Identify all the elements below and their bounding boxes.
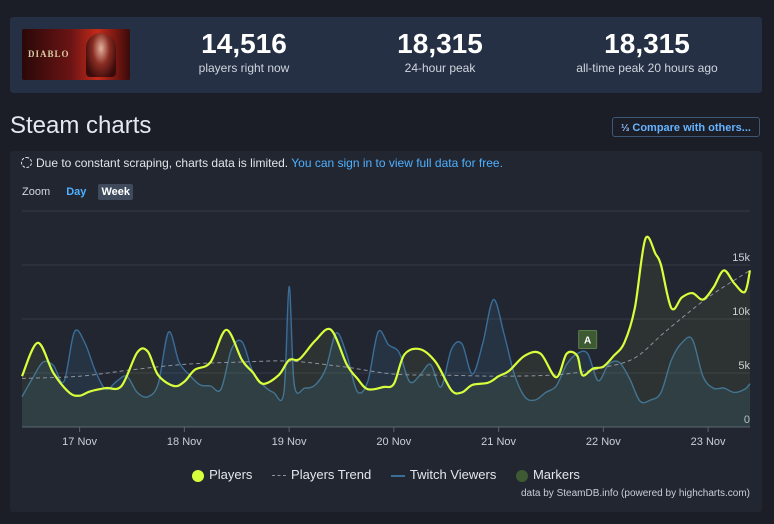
y-tick-label: 5k <box>738 360 750 372</box>
legend-label: Players <box>209 467 253 482</box>
legend-label: Twitch Viewers <box>409 467 497 482</box>
x-tick-label: 19 Nov <box>272 436 307 448</box>
players-area <box>22 236 750 427</box>
stat-label: players right now <box>198 61 290 75</box>
numbers-icon: ⅓ <box>621 123 630 134</box>
notice-text: Due to constant scraping, charts data is… <box>36 156 289 170</box>
zoom-week-button[interactable]: Week <box>98 184 133 200</box>
legend-twitch-viewers[interactable]: Twitch Viewers <box>390 467 497 482</box>
players-chart[interactable]: 0 5k 10k 15k 17 Nov 18 Nov 19 Nov 20 Nov 21 Nov 2… <box>10 151 762 512</box>
sign-in-link[interactable]: You can sign in to view full data for fr… <box>291 156 503 170</box>
x-tick-label: 17 Nov <box>62 436 97 448</box>
stat-value: 18,315 <box>604 28 690 59</box>
game-character-art <box>86 33 116 77</box>
players-line <box>20 235 752 397</box>
legend-players-trend[interactable]: Players Trend <box>272 467 371 482</box>
x-tick-label: 21 Nov <box>481 436 516 448</box>
chart-panel: Due to constant scraping, charts data is… <box>10 151 762 512</box>
x-tick-label: 20 Nov <box>376 436 411 448</box>
compare-button[interactable]: ⅓ Compare with others... <box>612 117 760 137</box>
legend-players[interactable]: Players <box>192 467 252 482</box>
stat-players-now: 14,516 players right now <box>144 28 344 76</box>
players-trend-line <box>21 269 751 379</box>
y-tick-label: 15k <box>732 252 750 264</box>
stat-label: all-time peak 20 hours ago <box>576 61 718 75</box>
legend-label: Players Trend <box>291 467 372 482</box>
stat-24h-peak: 18,315 24-hour peak <box>340 28 540 76</box>
legend-swatch <box>390 474 405 477</box>
legend-swatch <box>192 469 205 482</box>
zoom-controls: Zoom Day Week <box>22 184 139 200</box>
y-tick-label: 0 <box>744 414 750 426</box>
data-limit-notice: Due to constant scraping, charts data is… <box>21 156 503 170</box>
stats-bar: DIABLO 14,516 players right now 18,315 2… <box>10 17 762 93</box>
chart-legend: Players Players Trend Twitch Viewers Mar… <box>10 467 762 482</box>
chart-credit[interactable]: data by SteamDB.info (powered by highcha… <box>521 488 750 499</box>
stat-value: 14,516 <box>201 28 287 59</box>
marker-label: A <box>584 336 591 347</box>
twitch-viewers-area <box>22 286 750 427</box>
x-tick-label: 18 Nov <box>167 436 202 448</box>
marker-flag <box>578 330 598 350</box>
legend-swatch <box>515 469 528 482</box>
game-cover-image[interactable]: DIABLO <box>22 29 130 80</box>
compare-label: Compare with others... <box>632 122 751 134</box>
stat-value: 18,315 <box>397 28 483 59</box>
zoom-day-button[interactable]: Day <box>66 186 87 198</box>
legend-swatch <box>272 475 287 477</box>
y-tick-label: 10k <box>732 306 750 318</box>
stat-label: 24-hour peak <box>404 61 476 75</box>
legend-markers[interactable]: Markers <box>515 467 580 482</box>
legend-label: Markers <box>532 467 580 482</box>
twitch-viewers-line <box>21 285 751 404</box>
page-title: Steam charts <box>10 112 152 139</box>
stat-alltime-peak: 18,315 all-time peak 20 hours ago <box>547 28 747 76</box>
x-tick-label: 23 Nov <box>691 436 726 448</box>
zoom-label: Zoom <box>22 186 51 198</box>
game-logo-text: DIABLO <box>28 49 70 59</box>
dashed-circle-icon <box>21 157 32 168</box>
x-tick-label: 22 Nov <box>586 436 621 448</box>
